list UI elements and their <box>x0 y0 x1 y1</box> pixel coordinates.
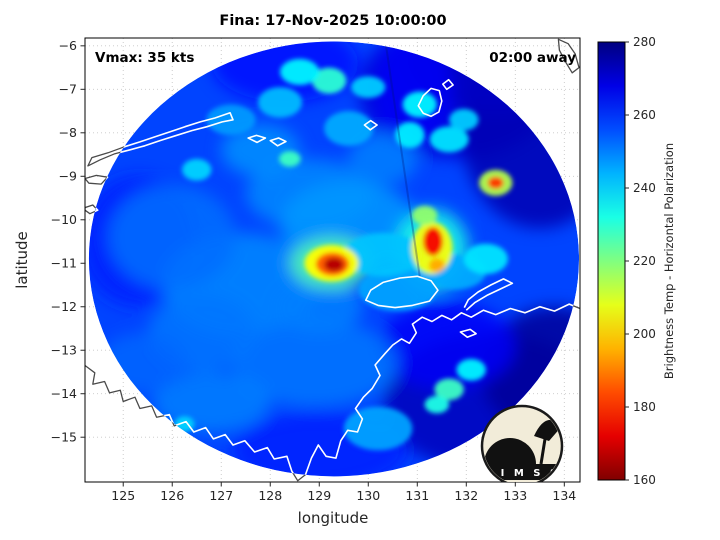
y-axis-label: latitude <box>13 231 31 289</box>
eta-annotation: 02:00 away <box>489 50 576 66</box>
swath-seam <box>384 41 421 277</box>
x-tick-label: 133 <box>503 488 527 503</box>
bt-blob <box>351 76 386 99</box>
x-tick-label: 131 <box>405 488 429 503</box>
x-tick-label: 125 <box>111 488 135 503</box>
bt-blob <box>133 407 153 424</box>
coastline-rote <box>85 174 109 185</box>
bt-blob <box>108 184 236 290</box>
colorbar-tick-label: 280 <box>633 35 656 49</box>
bt-blob <box>395 121 425 149</box>
bt-blob <box>343 406 413 451</box>
colorbar-tick-label: 180 <box>633 400 656 414</box>
bt-blob <box>456 358 486 381</box>
coastline-savu <box>85 204 99 215</box>
x-tick-label: 128 <box>258 488 282 503</box>
axes-frame <box>84 37 581 483</box>
x-tick-label: 129 <box>307 488 331 503</box>
coastline-leti <box>247 134 267 144</box>
x-tick-label: 134 <box>552 488 576 503</box>
bt-blob <box>463 243 508 275</box>
coastline-cobourg-peninsula <box>463 278 514 311</box>
y-tick-label: −10 <box>51 212 77 227</box>
bt-blob <box>348 132 418 185</box>
colorbar-tick-label: 240 <box>633 181 656 195</box>
bt-blob <box>275 280 364 333</box>
coastline-tanimbar <box>417 87 443 118</box>
bt-blob <box>434 378 464 401</box>
bt-blob <box>221 124 300 177</box>
coastline-babar <box>363 119 378 131</box>
colorbar-tick-label: 200 <box>633 327 656 341</box>
bt-blob <box>424 395 450 414</box>
bt-blob <box>487 176 504 189</box>
y-tick-label: −8 <box>59 125 77 140</box>
coastline-inland-lake <box>459 328 477 338</box>
colorbar-gradient <box>597 41 626 481</box>
bt-blob <box>324 257 344 272</box>
bt-blob <box>324 111 374 146</box>
x-axis-label: longitude <box>298 509 369 527</box>
y-tick-label: −13 <box>51 343 77 358</box>
x-tick-label: 126 <box>160 488 184 503</box>
colorbar-tick-label: 220 <box>633 254 656 268</box>
plot-render-root: 125 126 127 128 129 130 131 132 133 134 −6 −7 −8 −9 −1… <box>51 35 656 503</box>
coastline-tiwi-islands <box>365 275 439 309</box>
y-tick-label: −14 <box>51 386 77 401</box>
bt-blob <box>279 151 301 167</box>
colorbar-tick-label: 160 <box>633 473 656 487</box>
y-tick-label: −9 <box>59 169 77 184</box>
tick-marks-and-labels: 125 126 127 128 129 130 131 132 133 134 −6 −7 −8 −9 −1… <box>51 38 577 503</box>
bt-blob <box>343 232 423 277</box>
plot-title: Fina: 17-Nov-2025 10:00:00 <box>219 13 446 29</box>
bt-blob <box>280 58 320 85</box>
y-tick-label: −7 <box>59 82 77 97</box>
y-tick-label: −6 <box>59 38 77 53</box>
bt-blob <box>429 126 469 153</box>
logo-dome-silhouette <box>484 438 536 464</box>
bt-blob <box>358 267 437 312</box>
bt-blob <box>98 332 187 394</box>
x-tick-label: 132 <box>454 488 478 503</box>
coastline-aru <box>557 38 580 74</box>
y-tick-label: −12 <box>51 299 77 314</box>
bt-blob <box>311 67 347 94</box>
bt-blob <box>258 87 303 118</box>
cimss-logo: C I M S S <box>480 404 564 482</box>
vmax-annotation: Vmax: 35 kts <box>95 50 194 66</box>
bt-blob <box>423 227 443 256</box>
bt-blob <box>378 302 516 390</box>
x-tick-label: 130 <box>356 488 380 503</box>
logo-banner <box>483 464 561 480</box>
colorbar-label: Brightness Temp - Horizontal Polarizatio… <box>662 143 676 379</box>
bt-blob <box>231 319 398 407</box>
colorbar-tick-label: 260 <box>633 108 656 122</box>
logo-dish-mast <box>539 438 547 465</box>
coastline-moa <box>269 137 287 147</box>
bt-blob <box>411 205 438 225</box>
bt-blob <box>449 108 479 131</box>
colorbar: 280 260 240 220 200 180 160 <box>597 35 656 487</box>
bt-blob <box>429 258 445 273</box>
bt-blob <box>182 158 212 181</box>
x-tick-label: 127 <box>209 488 233 503</box>
y-tick-label: −15 <box>51 430 77 445</box>
bt-blobs-small <box>133 58 513 451</box>
y-tick-label: −11 <box>51 256 77 271</box>
logo-text: C I M S S <box>484 468 560 479</box>
coastline-tanimbar-north <box>442 78 454 91</box>
coastline-timor <box>88 112 234 167</box>
